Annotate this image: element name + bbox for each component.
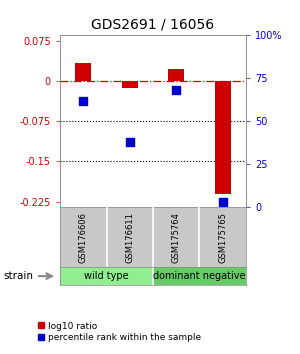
Text: GSM176611: GSM176611 [125, 212, 134, 263]
Point [174, 87, 178, 93]
Point [220, 199, 225, 205]
Text: dominant negative: dominant negative [153, 271, 246, 281]
Bar [168, 69, 184, 81]
Legend: log10 ratio, percentile rank within the sample: log10 ratio, percentile rank within the … [34, 318, 205, 346]
Text: wild type: wild type [84, 271, 129, 281]
Bar [60, 267, 153, 285]
Point [128, 139, 132, 145]
Text: GSM176606: GSM176606 [79, 212, 88, 263]
Text: GDS2691 / 16056: GDS2691 / 16056 [92, 18, 214, 32]
Text: GSM175765: GSM175765 [218, 212, 227, 263]
Text: strain: strain [3, 271, 33, 281]
Text: GSM175764: GSM175764 [172, 212, 181, 263]
Point [81, 98, 86, 103]
Bar [75, 63, 92, 81]
Bar [214, 81, 231, 194]
Bar [122, 81, 138, 88]
Bar [153, 267, 246, 285]
